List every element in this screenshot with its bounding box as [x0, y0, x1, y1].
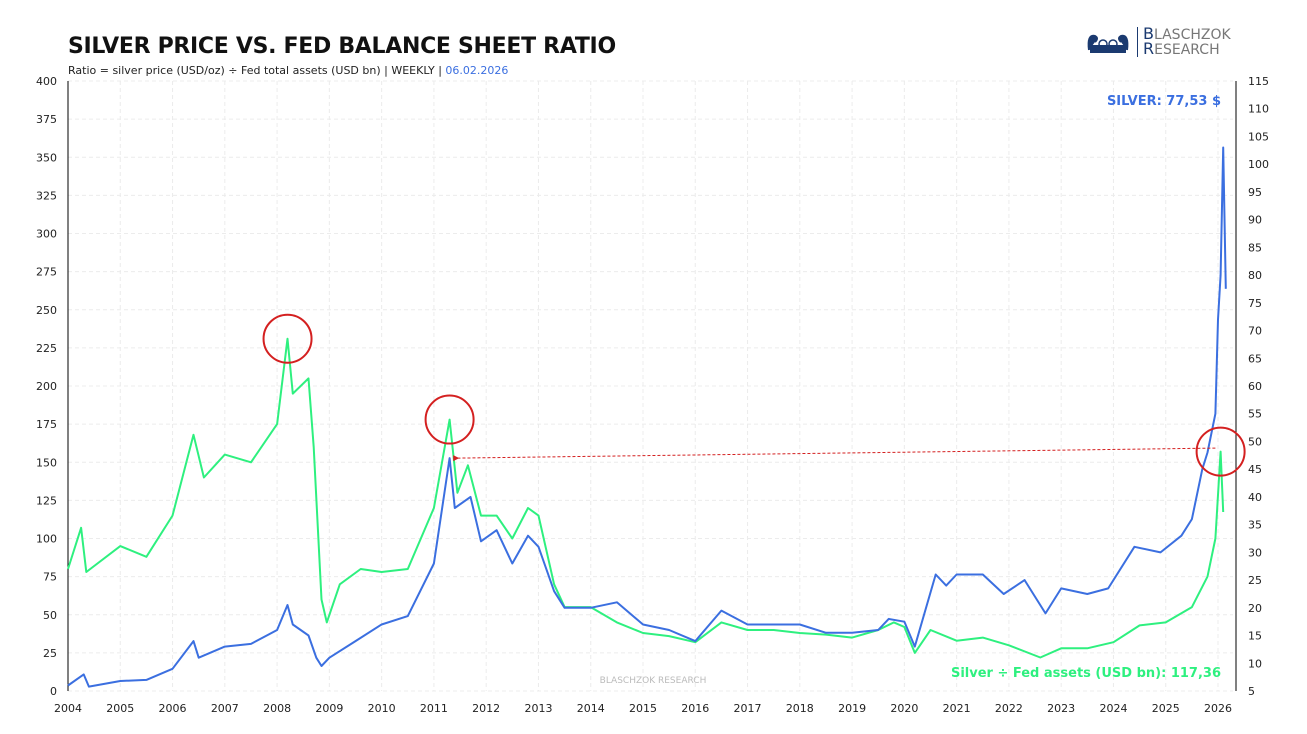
y-right-tick-label: 90 — [1248, 214, 1262, 227]
y-right-tick-label: 105 — [1248, 130, 1269, 143]
y-left-tick-label: 25 — [43, 647, 57, 660]
logo-emblem-icon — [1087, 34, 1129, 53]
chart-title: SILVER PRICE VS. FED BALANCE SHEET RATIO — [68, 34, 616, 59]
y-right-tick-label: 110 — [1248, 103, 1269, 116]
x-tick-label: 2018 — [786, 702, 814, 715]
y-right-tick-label: 50 — [1248, 435, 1262, 448]
y-right-tick-label: 55 — [1248, 408, 1262, 421]
y-left-tick-label: 100 — [36, 533, 57, 546]
ratio-line — [67, 337, 1225, 659]
y-right-tick-label: 85 — [1248, 241, 1262, 254]
x-tick-label: 2013 — [524, 702, 552, 715]
x-tick-label: 2014 — [577, 702, 605, 715]
highlight-circle — [1195, 426, 1246, 477]
y-right-tick-label: 95 — [1248, 186, 1262, 199]
y-right-tick-label: 30 — [1248, 546, 1262, 559]
x-tick-label: 2010 — [368, 702, 396, 715]
y-left-tick-label: 300 — [36, 228, 57, 241]
x-tick-label: 2025 — [1152, 702, 1180, 715]
subtitle-date: 06.02.2026 — [445, 64, 509, 77]
subtitle-text: Ratio = silver price (USD/oz) ÷ Fed tota… — [68, 64, 446, 77]
x-tick-label: 2023 — [1047, 702, 1075, 715]
x-tick-label: 2009 — [315, 702, 343, 715]
x-tick-label: 2022 — [995, 702, 1023, 715]
x-tick-label: 2017 — [734, 702, 762, 715]
y-left-tick-label: 225 — [36, 342, 57, 355]
x-tick-label: 2026 — [1204, 702, 1232, 715]
x-tick-label: 2007 — [211, 702, 239, 715]
x-tick-label: 2019 — [838, 702, 866, 715]
y-right-tick-label: 10 — [1248, 657, 1262, 670]
silver-line — [67, 146, 1227, 688]
y-right-tick-label: 45 — [1248, 463, 1262, 476]
y-right-tick-label: 70 — [1248, 325, 1262, 338]
y-right-tick-label: 100 — [1248, 158, 1269, 171]
y-left-tick-label: 350 — [36, 151, 57, 164]
x-tick-label: 2024 — [1099, 702, 1127, 715]
y-left-tick-label: 400 — [36, 75, 57, 88]
y-left-tick-label: 375 — [36, 113, 57, 126]
y-left-tick-label: 75 — [43, 571, 57, 584]
y-right-tick-label: 5 — [1248, 685, 1255, 698]
y-left-tick-label: 250 — [36, 304, 57, 317]
x-tick-label: 2011 — [420, 702, 448, 715]
x-tick-label: 2004 — [54, 702, 82, 715]
x-tick-label: 2015 — [629, 702, 657, 715]
y-right-tick-label: 60 — [1248, 380, 1262, 393]
x-tick-label: 2006 — [159, 702, 187, 715]
x-tick-label: 2012 — [472, 702, 500, 715]
y-right-tick-label: 15 — [1248, 630, 1262, 643]
x-tick-label: 2020 — [890, 702, 918, 715]
y-right-tick-label: 75 — [1248, 297, 1262, 310]
y-left-tick-label: 50 — [43, 609, 57, 622]
highlight-circle — [424, 394, 475, 445]
y-left-tick-label: 150 — [36, 456, 57, 469]
silver-label: SILVER: 77,53 $ — [1107, 94, 1221, 109]
y-left-tick-label: 325 — [36, 189, 57, 202]
y-right-tick-label: 35 — [1248, 519, 1262, 532]
x-tick-label: 2021 — [943, 702, 971, 715]
x-tick-label: 2016 — [681, 702, 709, 715]
y-right-tick-label: 65 — [1248, 352, 1262, 365]
y-left-tick-label: 200 — [36, 380, 57, 393]
x-tick-label: 2008 — [263, 702, 291, 715]
y-left-tick-label: 275 — [36, 266, 57, 279]
y-right-tick-label: 80 — [1248, 269, 1262, 282]
y-left-tick-label: 0 — [50, 685, 57, 698]
y-right-tick-label: 25 — [1248, 574, 1262, 587]
y-right-tick-label: 115 — [1248, 75, 1269, 88]
y-left-tick-label: 125 — [36, 494, 57, 507]
dashed-arrow — [453, 447, 1216, 462]
chart-subtitle: Ratio = silver price (USD/oz) ÷ Fed tota… — [68, 64, 508, 77]
ratio-label: Silver ÷ Fed assets (USD bn): 117,36 — [951, 666, 1221, 681]
logo-text: BLASCHZOK RESEARCH — [1137, 26, 1231, 57]
y-right-tick-label: 20 — [1248, 602, 1262, 615]
logo: BLASCHZOK RESEARCH — [1085, 26, 1231, 57]
y-left-tick-label: 175 — [36, 418, 57, 431]
x-tick-label: 2005 — [106, 702, 134, 715]
watermark: BLASCHZOK RESEARCH — [600, 676, 707, 686]
highlight-circle — [262, 313, 313, 364]
y-right-tick-label: 40 — [1248, 491, 1262, 504]
